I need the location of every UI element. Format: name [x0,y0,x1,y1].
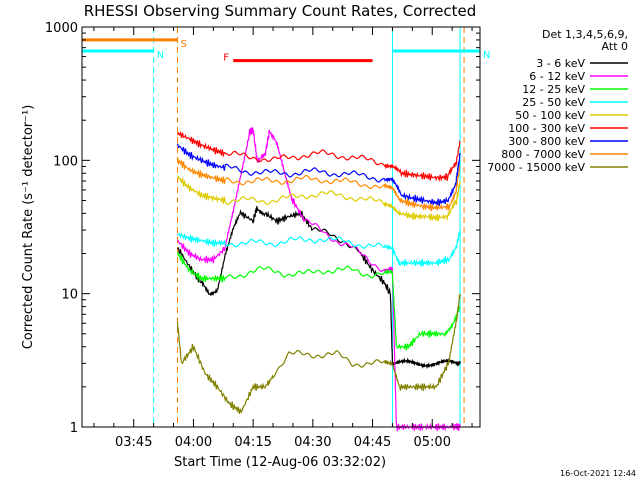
x-axis-label: Start Time (12-Aug-06 03:32:02) [174,455,386,470]
flag-label-1: N [157,50,164,61]
legend-label-2: 12 - 25 keV [522,83,585,96]
x-tick-label: 03:45 [115,435,152,450]
legend-label-7: 800 - 7000 keV [501,148,585,161]
legend-header-2: Att 0 [602,40,628,53]
flag-label-0: S [181,39,187,50]
series-line-6 [176,143,461,207]
flag-label-2: N [483,50,490,61]
series-line-2 [176,251,461,351]
series-line-4 [176,175,461,222]
series-line-5 [176,130,461,183]
y-tick-label: 1000 [45,21,78,36]
x-tick-label: 05:00 [414,435,451,450]
x-axis: 03:45 04:00 04:15 04:30 04:45 05:00 [93,27,473,450]
legend-label-4: 50 - 100 keV [515,109,585,122]
x-tick-label: 04:45 [354,435,391,450]
series-line-1 [177,127,461,432]
legend-label-3: 25 - 50 keV [522,96,585,109]
timestamp: 16-Oct-2021 12:44 [560,469,636,478]
legend-label-0: 3 - 6 keV [536,57,585,70]
legend-label-5: 100 - 300 keV [508,122,585,135]
x-tick-label: 04:15 [234,435,271,450]
y-tick-label: 100 [53,154,78,169]
y-tick-label: 1 [70,421,78,436]
flag-label-3: F [223,53,229,64]
x-tick-label: 04:00 [175,435,212,450]
legend-label-1: 6 - 12 keV [529,70,585,83]
legend-label-6: 300 - 800 keV [508,135,585,148]
legend-header-1: Det 1,3,4,5,6,9, [542,28,628,41]
series-line-8 [176,293,461,414]
y-axis-label: Corrected Count Rate (s⁻¹ detector⁻¹) [21,105,36,350]
y-tick-label: 10 [61,288,78,303]
plot-content: S N N F [82,27,490,432]
legend-label-8: 7000 - 15000 keV [487,161,585,174]
chart-title: RHESSI Observing Summary Count Rates, Co… [84,2,477,20]
series-line-0 [177,205,461,370]
y-axis: 1 10 100 1000 [45,21,480,436]
x-tick-label: 04:30 [294,435,331,450]
series-line-7 [176,156,461,212]
series-line-3 [177,230,461,267]
plot-frame [81,26,481,428]
